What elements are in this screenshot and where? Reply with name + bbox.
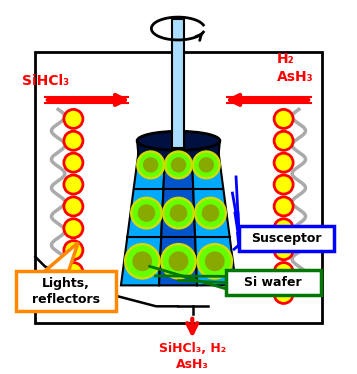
- Bar: [239, 226, 334, 251]
- Circle shape: [193, 151, 220, 178]
- Circle shape: [138, 204, 155, 222]
- Polygon shape: [159, 141, 197, 285]
- Ellipse shape: [137, 131, 220, 150]
- Polygon shape: [121, 141, 166, 285]
- Circle shape: [64, 219, 83, 238]
- Circle shape: [64, 241, 83, 260]
- Circle shape: [143, 157, 159, 173]
- Circle shape: [198, 157, 214, 173]
- Circle shape: [274, 241, 293, 260]
- Bar: [16, 271, 116, 311]
- Circle shape: [64, 131, 83, 150]
- Circle shape: [169, 251, 188, 271]
- Text: H₂
AsH₃: H₂ AsH₃: [277, 52, 313, 84]
- Circle shape: [64, 110, 83, 128]
- Circle shape: [274, 285, 293, 303]
- Circle shape: [195, 198, 226, 228]
- Circle shape: [125, 244, 159, 278]
- Circle shape: [64, 153, 83, 172]
- Circle shape: [274, 110, 293, 128]
- Text: Susceptor: Susceptor: [251, 232, 322, 245]
- Bar: [35, 52, 322, 324]
- Circle shape: [64, 263, 83, 282]
- Text: Si wafer: Si wafer: [244, 276, 302, 289]
- Circle shape: [64, 197, 83, 216]
- Circle shape: [274, 131, 293, 150]
- Bar: [172, 19, 184, 148]
- Polygon shape: [137, 141, 220, 162]
- Text: SiHCl₃, H₂
AsH₃: SiHCl₃, H₂ AsH₃: [159, 343, 226, 371]
- Bar: [226, 270, 321, 295]
- Circle shape: [274, 197, 293, 216]
- Circle shape: [170, 204, 187, 222]
- Circle shape: [163, 198, 194, 228]
- Polygon shape: [45, 243, 78, 271]
- Text: SiHCl₃: SiHCl₃: [22, 74, 69, 89]
- Circle shape: [165, 151, 192, 178]
- Circle shape: [274, 219, 293, 238]
- Circle shape: [198, 244, 232, 278]
- Circle shape: [274, 263, 293, 282]
- Text: Lights,
reflectors: Lights, reflectors: [32, 277, 100, 306]
- Circle shape: [274, 175, 293, 194]
- Circle shape: [205, 251, 225, 271]
- Circle shape: [137, 151, 164, 178]
- Circle shape: [171, 157, 186, 173]
- Circle shape: [161, 244, 196, 278]
- Circle shape: [64, 285, 83, 303]
- Circle shape: [64, 175, 83, 194]
- Polygon shape: [191, 141, 236, 285]
- Circle shape: [131, 198, 162, 228]
- Circle shape: [202, 204, 219, 222]
- Circle shape: [132, 251, 152, 271]
- Circle shape: [274, 153, 293, 172]
